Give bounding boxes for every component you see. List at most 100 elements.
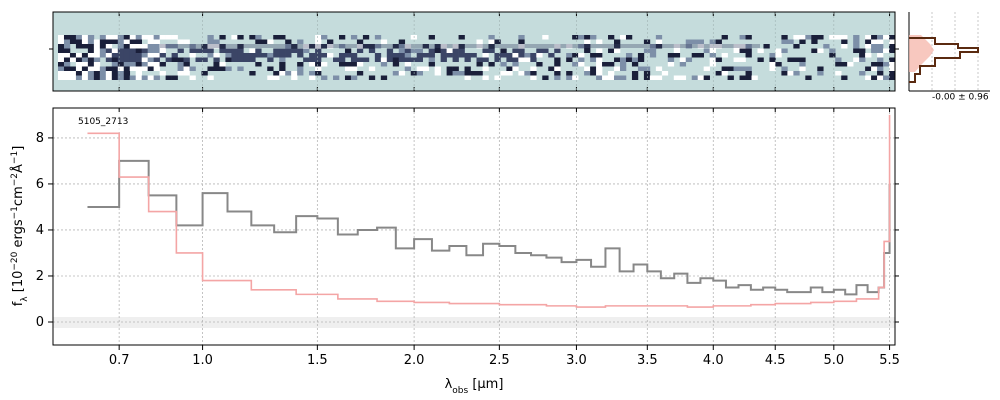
spectrum-2d-pixel — [793, 44, 800, 49]
spectrum-2d-pixel — [129, 66, 137, 71]
spectrum-2d-pixel — [309, 57, 316, 62]
spectrum-2d-pixel — [865, 44, 872, 49]
spectrum-2d-pixel — [590, 57, 597, 62]
spectrum-2d-pixel — [524, 57, 531, 62]
spectrum-2d-pixel — [87, 39, 95, 44]
spectrum-2d-pixel — [697, 53, 704, 58]
spectrum-2d-pixel — [787, 71, 794, 76]
spectrum-2d-pixel — [554, 48, 561, 53]
spectrum-2d-pixel — [231, 57, 238, 62]
spectrum-2d-pixel — [787, 39, 794, 44]
spectrum-2d-pixel — [799, 35, 806, 40]
spectrum-2d-pixel — [817, 35, 824, 40]
spectrum-2d-pixel — [637, 53, 645, 58]
spectrum-2d-pixel — [853, 39, 860, 44]
spectrum-2d-pixel — [141, 44, 148, 49]
x-axis-label: λobs [μm] — [445, 377, 504, 396]
spectrum-2d-pixel — [715, 71, 722, 76]
spectrum-2d-pixel — [877, 57, 884, 62]
spectrum-2d-pixel — [691, 75, 699, 80]
spectrum-2d-pixel — [440, 48, 447, 53]
spectrum-2d-pixel — [631, 71, 639, 76]
spectrum-2d-pixel — [249, 53, 256, 58]
spectrum-2d-pixel — [841, 44, 848, 49]
spectrum-2d-pixel — [255, 62, 262, 67]
spectrum-2d-pixel — [548, 66, 555, 71]
spectrum-2d-pixel — [58, 53, 65, 58]
spectrum-2d-pixel — [488, 62, 495, 67]
object-label: 5105_2713 — [78, 117, 128, 127]
spectrum-2d-pixel — [775, 62, 782, 67]
spectrum-2d-pixel — [69, 35, 77, 40]
spectrum-2d-pixel — [428, 35, 435, 40]
spectrum-2d-pixel — [201, 48, 208, 53]
spectrum-2d-pixel — [464, 66, 471, 71]
spectrum-2d-pixel — [213, 39, 220, 44]
spectrum-2d-pixel — [225, 53, 232, 58]
spectrum-2d-pixel — [596, 62, 603, 67]
spectrum-2d-pixel — [338, 35, 346, 40]
spectrum-2d-pixel — [631, 57, 639, 62]
spectrum-2d-pixel — [99, 35, 107, 40]
spectrum-2d-pixel — [201, 71, 208, 76]
spectrum-2d-pixel — [697, 75, 704, 80]
spectrum-2d-pixel — [817, 66, 824, 71]
spectrum-2d-pixel — [709, 62, 716, 67]
spectrum-2d-pixel — [410, 57, 418, 62]
spectrum-2d-pixel — [769, 62, 776, 67]
spectrum-2d-pixel — [566, 75, 573, 80]
spectrum-2d-pixel — [356, 44, 364, 49]
spectrum-2d-pixel — [297, 62, 304, 67]
y-tick-label: 4 — [36, 223, 44, 238]
spectrum-2d-pixel — [775, 48, 782, 53]
spectrum-2d-pixel — [643, 48, 651, 53]
spectrum-2d-pixel — [554, 75, 561, 80]
spectrum-2d-pixel — [464, 57, 471, 62]
spectrum-2d-pixel — [566, 44, 573, 49]
spectrum-2d-pixel — [111, 48, 119, 53]
spectrum-2d-pixel — [279, 48, 286, 53]
spectrum-2d-pixel — [380, 62, 388, 67]
spectrum-2d-pixel — [279, 66, 286, 71]
spectrum-2d-pixel — [81, 39, 89, 44]
spectrum-2d-pixel — [554, 44, 561, 49]
spectrum-2d-pixel — [476, 71, 483, 76]
spectrum-2d-pixel — [123, 53, 131, 58]
spectrum-2d-pixel — [350, 62, 358, 67]
spectrum-2d-pixel — [733, 48, 740, 53]
spectrum-2d-pixel — [572, 75, 579, 80]
spectrum-2d-pixel — [679, 57, 687, 62]
spectrum-2d-pixel — [614, 66, 621, 71]
spectrum-2d-pixel — [488, 44, 495, 49]
spectrum-2d-pixel — [153, 35, 160, 40]
spectrum-2d-pixel — [58, 57, 65, 62]
spectrum-2d-pixel — [159, 48, 166, 53]
x-tick-label: 3.5 — [637, 353, 658, 368]
spectrum-2d-pixel — [285, 71, 292, 76]
spectrum-2d-pixel — [309, 44, 316, 49]
spectrum-2d-pixel — [398, 57, 406, 62]
spectrum-2d-pixel — [315, 39, 322, 44]
spectrum-2d-pixel — [596, 75, 603, 80]
spectrum-2d-pixel — [291, 71, 298, 76]
spectrum-2d-pixel — [877, 39, 884, 44]
spectrum-2d-pixel — [805, 35, 812, 40]
spectrum-2d-pixel — [506, 66, 513, 71]
spectrum-2d-pixel — [811, 35, 818, 40]
spectrum-2d-pixel — [841, 75, 848, 80]
spectrum-2d-pixel — [847, 62, 854, 67]
y-tick-label: 2 — [36, 269, 44, 284]
spectrum-2d-pixel — [147, 44, 154, 49]
spectrum-2d-pixel — [249, 57, 256, 62]
spectrum-2d-pixel — [530, 66, 537, 71]
spectrum-2d-pixel — [889, 39, 896, 44]
spectrum-2d-pixel — [99, 44, 107, 49]
spectrum-2d-pixel — [877, 44, 884, 49]
spectrum-2d-pixel — [368, 48, 376, 53]
spectrum-2d-pixel — [542, 75, 549, 80]
spectrum-2d-pixel — [201, 44, 208, 49]
spectrum-2d-pixel — [135, 48, 142, 53]
spectrum-2d-pixel — [195, 57, 202, 62]
spectrum-2d-pixel — [243, 57, 250, 62]
spectrum-2d-pixel — [297, 53, 304, 58]
